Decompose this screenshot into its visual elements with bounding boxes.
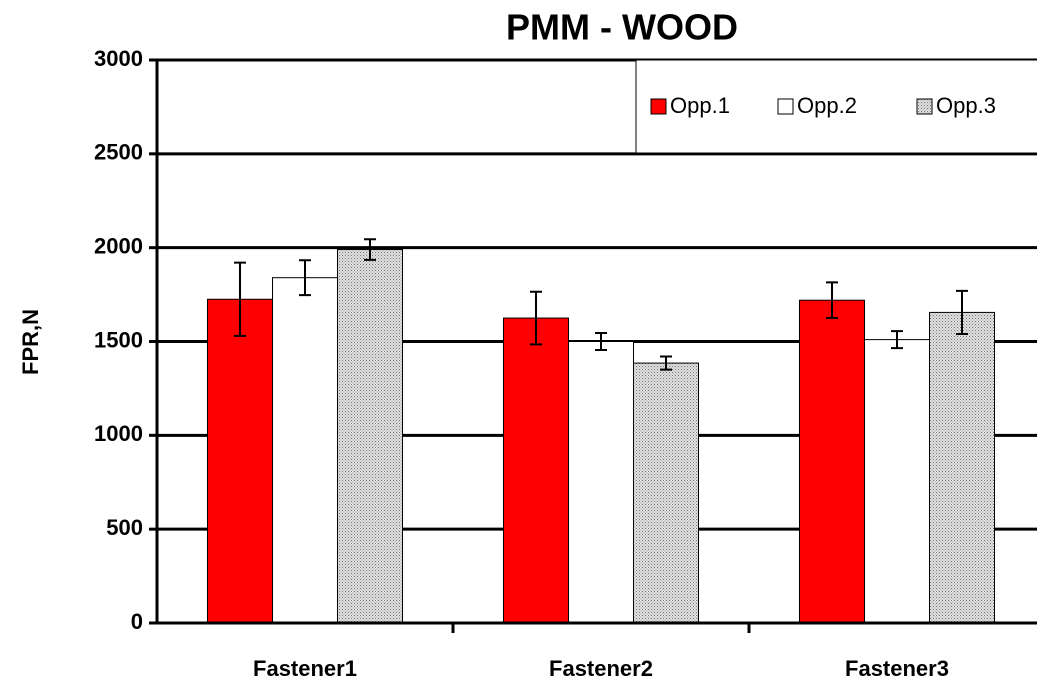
bar xyxy=(337,249,403,624)
bar xyxy=(633,362,699,624)
x-tick-label: Fastener1 xyxy=(253,656,357,681)
bar xyxy=(799,299,865,624)
legend-label: Opp.2 xyxy=(797,93,857,118)
bar xyxy=(568,341,634,624)
bar xyxy=(207,298,273,624)
bar xyxy=(272,277,338,624)
error-bar xyxy=(595,332,607,351)
legend-label: Opp.3 xyxy=(936,93,996,118)
y-tick-label: 3000 xyxy=(94,46,143,71)
y-tick-label: 500 xyxy=(106,515,143,540)
legend-box xyxy=(635,59,1037,154)
error-bar xyxy=(530,290,542,346)
error-bar xyxy=(234,261,246,337)
y-tick-label: 2000 xyxy=(94,233,143,258)
y-axis-title: FPR,N xyxy=(18,309,43,375)
bar xyxy=(503,317,569,624)
y-tick-label: 1500 xyxy=(94,327,143,352)
error-bar xyxy=(364,238,376,261)
bar xyxy=(929,311,995,624)
error-bar xyxy=(660,355,672,371)
bar xyxy=(864,339,930,624)
error-bar xyxy=(826,281,838,320)
legend-swatch xyxy=(777,98,794,115)
chart-title: PMM - WOOD xyxy=(506,7,738,48)
x-tick-label: Fastener2 xyxy=(549,656,653,681)
error-bar xyxy=(956,289,968,335)
error-bar xyxy=(891,330,903,350)
x-tick-label: Fastener3 xyxy=(845,656,949,681)
legend-swatch xyxy=(916,98,933,115)
y-tick-label: 1000 xyxy=(94,421,143,446)
y-tick-label: 0 xyxy=(131,609,143,634)
error-bar xyxy=(299,259,311,297)
y-tick-label: 2500 xyxy=(94,140,143,165)
legend-swatch xyxy=(650,98,667,115)
legend-label: Opp.1 xyxy=(670,93,730,118)
